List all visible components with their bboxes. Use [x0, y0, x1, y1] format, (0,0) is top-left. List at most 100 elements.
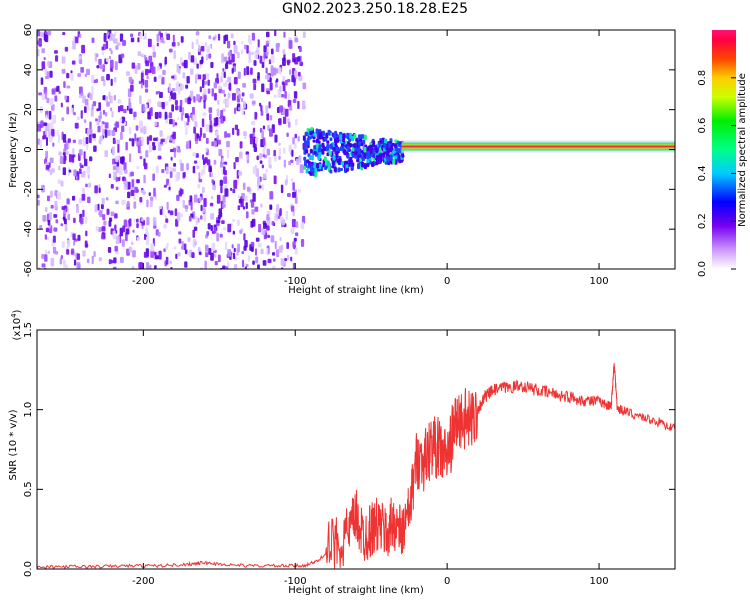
- heat-cell: [177, 116, 180, 120]
- heat-cell: [113, 38, 118, 44]
- heat-cell: [297, 71, 301, 77]
- heat-cell: [324, 165, 328, 170]
- heat-cell: [246, 45, 249, 54]
- heat-cell: [339, 146, 343, 152]
- heat-cell: [292, 53, 296, 60]
- heat-cell: [115, 176, 118, 183]
- heat-cell: [315, 139, 319, 144]
- heat-cell: [159, 130, 163, 137]
- heat-cell: [281, 81, 285, 86]
- heat-cell: [243, 233, 246, 241]
- heat-cell: [80, 66, 84, 73]
- heat-cell: [97, 203, 100, 211]
- heat-cell: [274, 155, 277, 162]
- snr-series-line: [37, 363, 675, 569]
- heat-cell: [54, 95, 58, 102]
- spectrogram-cells: [37, 30, 675, 269]
- heat-cell: [284, 108, 289, 117]
- heat-cell: [57, 179, 61, 185]
- heat-cell: [73, 169, 77, 177]
- heat-cell: [223, 161, 228, 165]
- heat-cell: [136, 218, 139, 223]
- heat-cell: [130, 33, 134, 38]
- heat-cell: [166, 201, 169, 210]
- heat-cell: [252, 268, 255, 269]
- heat-cell: [227, 223, 232, 233]
- heat-cell: [232, 219, 236, 223]
- heat-cell: [172, 34, 175, 43]
- heat-cell: [101, 197, 105, 205]
- heat-cell: [146, 136, 150, 145]
- heat-cell: [394, 155, 398, 160]
- heat-cell: [258, 153, 263, 159]
- heat-cell: [40, 120, 44, 128]
- heat-cell: [110, 184, 114, 189]
- heat-cell: [152, 145, 156, 151]
- heat-cell: [184, 205, 189, 209]
- heat-cell: [131, 266, 135, 269]
- heat-cell: [89, 121, 92, 130]
- heat-cell: [241, 92, 245, 97]
- heat-cell: [165, 256, 169, 265]
- snr-x-tick-label: 0: [444, 576, 450, 587]
- heat-cell: [191, 106, 195, 116]
- heat-cell: [262, 137, 266, 146]
- heat-cell: [49, 98, 54, 106]
- heat-cell: [259, 160, 263, 164]
- heat-cell: [297, 56, 301, 62]
- heat-cell: [106, 31, 110, 36]
- heat-cell: [207, 79, 210, 86]
- heat-cell: [186, 122, 189, 126]
- heat-cell: [117, 42, 121, 46]
- figure-title: GN02.2023.250.18.28.E25: [281, 1, 469, 17]
- heat-cell: [168, 95, 172, 102]
- heat-cell: [58, 165, 61, 171]
- heat-cell: [182, 172, 186, 178]
- heat-cell: [106, 208, 110, 215]
- heat-cell: [189, 249, 193, 258]
- heat-cell: [282, 49, 286, 55]
- heat-cell: [305, 169, 309, 174]
- heat-cell: [177, 148, 181, 153]
- heat-cell: [216, 219, 221, 224]
- heat-cell: [196, 165, 200, 170]
- heat-cell: [284, 90, 287, 99]
- heat-cell: [231, 244, 234, 249]
- heat-cell: [61, 117, 65, 122]
- heat-cell: [41, 93, 46, 101]
- heat-cell: [103, 79, 106, 87]
- heat-cell: [361, 134, 365, 139]
- heat-cell: [118, 165, 123, 175]
- heat-cell: [302, 82, 307, 90]
- heat-cell: [282, 260, 286, 267]
- heat-cell: [102, 214, 106, 221]
- heat-cell: [294, 119, 298, 126]
- heat-cell: [72, 233, 76, 241]
- heat-cell: [65, 141, 69, 150]
- heat-cell: [88, 134, 92, 144]
- heat-cell: [106, 74, 110, 81]
- heat-cell: [321, 130, 325, 136]
- heat-cell: [122, 39, 127, 46]
- heat-cell: [385, 156, 389, 160]
- heat-cell: [359, 138, 363, 142]
- heat-cell: [328, 150, 332, 156]
- heat-cell: [205, 124, 210, 132]
- heat-cell: [278, 67, 282, 75]
- heat-cell: [158, 75, 163, 79]
- heat-cell: [104, 122, 109, 129]
- heat-cell: [156, 33, 160, 42]
- heat-cell: [265, 51, 269, 57]
- heat-cell: [294, 37, 299, 43]
- heat-cell: [190, 55, 195, 63]
- heat-cell: [386, 158, 390, 163]
- heat-cell: [383, 147, 387, 152]
- heat-cell: [78, 197, 83, 204]
- heat-cell: [269, 191, 274, 200]
- heat-cell: [193, 194, 198, 203]
- heat-cell: [156, 42, 159, 47]
- heat-cell: [199, 127, 203, 136]
- heat-cell: [192, 114, 197, 121]
- heat-cell: [341, 161, 345, 166]
- heat-cell: [319, 133, 323, 138]
